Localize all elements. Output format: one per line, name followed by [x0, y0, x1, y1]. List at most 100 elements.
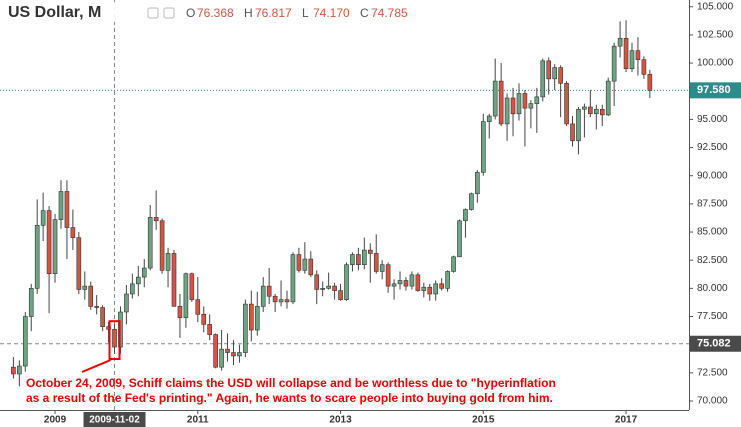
- candle-body: [504, 97, 510, 125]
- candle-body: [469, 193, 474, 210]
- candle-body: [576, 108, 581, 142]
- candle-body: [647, 74, 653, 91]
- candle-body: [22, 316, 28, 367]
- candle-body: [498, 80, 504, 125]
- candle-body: [433, 283, 439, 295]
- ohlc-key: L: [302, 6, 309, 20]
- candle-body: [540, 60, 546, 98]
- candle-body: [237, 352, 242, 357]
- candle-body: [189, 273, 195, 300]
- candle-body: [546, 60, 552, 80]
- crosshair-date-badge: [83, 412, 146, 427]
- candle-body: [153, 217, 159, 222]
- candle-body: [171, 253, 177, 307]
- candle-body: [439, 283, 444, 289]
- candle-body: [136, 276, 141, 285]
- last-price-badge: [690, 82, 741, 99]
- candle-body: [219, 348, 224, 368]
- candle-body: [564, 83, 569, 125]
- candle-body: [522, 93, 528, 109]
- candle-body: [451, 256, 456, 272]
- candle-body: [147, 217, 153, 269]
- candle-body: [427, 286, 433, 295]
- x-tick-label: 2011: [187, 415, 209, 426]
- candle-body: [528, 103, 534, 109]
- y-tick-label: 105.000: [697, 1, 734, 12]
- candle-body: [266, 285, 272, 297]
- candle-body: [17, 365, 22, 375]
- candle-body: [159, 220, 165, 271]
- candle-body: [594, 108, 599, 115]
- candle-body: [362, 249, 367, 265]
- candle-body: [397, 280, 403, 285]
- candle-body: [201, 313, 207, 325]
- crosshair-price-badge: [690, 335, 741, 352]
- candle-body: [588, 106, 593, 115]
- y-tick-label: 82.500: [697, 255, 728, 266]
- candle-body: [415, 274, 421, 291]
- annotation-text: as a result of the Fed's printing." Agai…: [26, 391, 553, 405]
- icon: [163, 7, 175, 19]
- candle-body: [617, 37, 623, 47]
- candle-body: [207, 324, 212, 335]
- candle-body: [46, 210, 52, 275]
- x-tick-label: 2013: [329, 415, 352, 426]
- candle-body: [516, 93, 522, 115]
- ohlc-key: O: [186, 6, 195, 20]
- candle-body: [100, 307, 105, 327]
- candle-body: [486, 115, 492, 122]
- candle-body: [40, 210, 46, 226]
- candle-body: [463, 209, 468, 222]
- candle-body: [260, 285, 266, 307]
- y-tick-label: 80.000: [697, 283, 728, 294]
- candle-body: [165, 253, 171, 271]
- ohlc-value: 76.817: [255, 6, 292, 20]
- candle-body: [249, 303, 254, 331]
- candle-body: [623, 37, 629, 70]
- candle-body: [284, 299, 290, 303]
- candle-body: [344, 264, 349, 300]
- candle-body: [409, 274, 415, 287]
- x-tick-label: 2015: [472, 415, 495, 426]
- candle-body: [183, 273, 189, 318]
- candle-body: [605, 80, 611, 116]
- y-tick-label: 92.500: [697, 142, 728, 153]
- y-tick-label: 85.000: [697, 227, 728, 238]
- ohlc-key: C: [360, 6, 369, 20]
- candle-body: [195, 299, 201, 315]
- highlight-box: [108, 320, 121, 361]
- candle-body: [52, 219, 58, 275]
- x-tick-label: 2017: [615, 415, 638, 426]
- y-tick-label: 95.000: [697, 114, 728, 125]
- chart-title: US Dollar, M: [8, 4, 101, 21]
- candle-body: [302, 258, 308, 271]
- candle-body: [141, 267, 147, 278]
- annotation-arrow: [81, 359, 111, 373]
- candle-body: [356, 254, 361, 265]
- last-price-label: 97.580: [697, 84, 731, 96]
- candle-body: [641, 59, 647, 75]
- icon: [147, 7, 159, 19]
- candle-body: [379, 264, 385, 272]
- candle-body: [391, 283, 397, 287]
- ohlc-value: 74.170: [313, 6, 350, 20]
- candle-body: [11, 366, 16, 375]
- candle-body: [421, 286, 427, 291]
- candle-body: [558, 67, 563, 84]
- candle-body: [403, 280, 409, 287]
- candle-body: [124, 293, 129, 313]
- candle-body: [213, 334, 218, 368]
- ohlc-value: 74.785: [371, 6, 408, 20]
- crosshair-price-label: 75.082: [697, 338, 731, 350]
- candle-body: [570, 123, 575, 142]
- y-tick-label: 87.500: [697, 199, 728, 210]
- candle-body: [88, 285, 94, 307]
- candle-body: [58, 191, 64, 220]
- candle-body: [254, 306, 260, 331]
- candle-body: [314, 274, 320, 290]
- candle-body: [599, 108, 605, 116]
- candle-body: [629, 50, 635, 70]
